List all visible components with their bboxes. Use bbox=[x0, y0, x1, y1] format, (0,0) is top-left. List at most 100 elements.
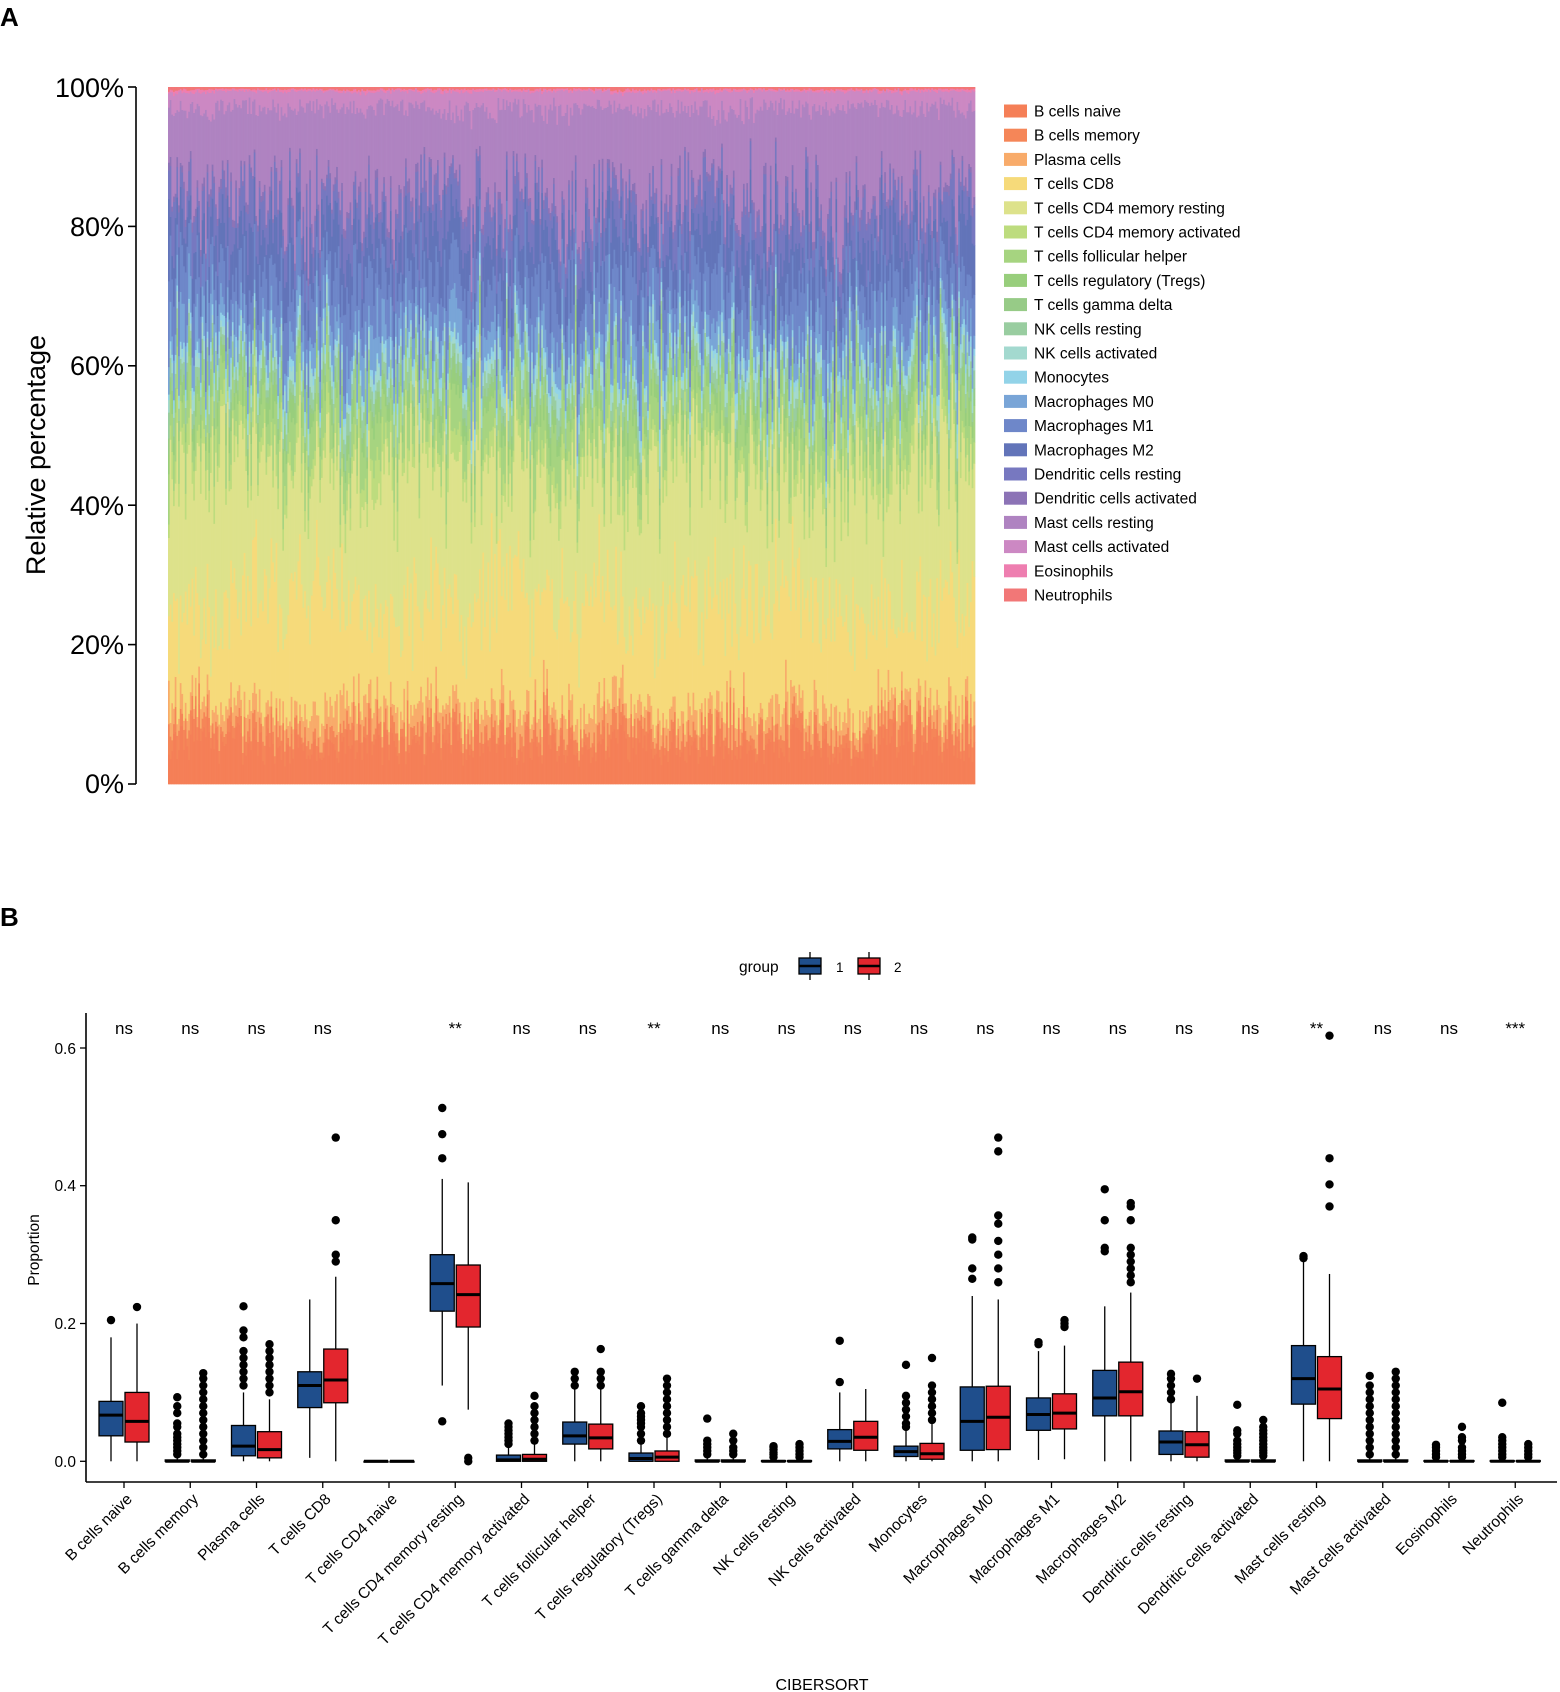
stacked-bar-segment bbox=[393, 456, 396, 470]
stacked-bar-segment bbox=[448, 346, 451, 368]
stacked-bar-segment bbox=[226, 597, 229, 710]
stacked-bar-segment bbox=[336, 397, 339, 457]
stacked-bar-segment bbox=[431, 393, 434, 402]
stacked-bar-segment bbox=[383, 695, 386, 723]
stacked-bar-segment bbox=[366, 446, 369, 458]
stacked-bar-segment bbox=[479, 199, 482, 232]
stacked-bar-segment bbox=[526, 370, 529, 380]
stacked-bar-segment bbox=[347, 404, 350, 408]
stacked-bar-segment bbox=[516, 198, 519, 228]
stacked-bar-segment bbox=[285, 87, 288, 90]
stacked-bar-segment bbox=[211, 314, 214, 323]
stacked-bar-segment bbox=[223, 736, 226, 746]
stacked-bar-segment bbox=[485, 296, 488, 340]
stacked-bar-segment bbox=[526, 332, 529, 353]
stacked-bar-segment bbox=[442, 716, 445, 735]
stacked-bar-segment bbox=[500, 349, 503, 376]
stacked-bar-segment bbox=[500, 257, 503, 302]
stacked-bar-segment bbox=[294, 381, 297, 387]
stacked-bar-segment bbox=[465, 216, 468, 227]
stacked-bar-segment bbox=[416, 221, 419, 270]
stacked-bar-segment bbox=[206, 469, 209, 564]
stacked-bar-segment bbox=[484, 211, 487, 247]
stacked-bar-segment bbox=[342, 453, 345, 458]
stacked-bar-segment bbox=[438, 733, 441, 785]
stacked-bar-segment bbox=[563, 754, 566, 785]
stacked-bar-segment bbox=[482, 459, 485, 472]
stacked-bar-segment bbox=[329, 384, 332, 405]
stacked-bar-segment bbox=[473, 91, 477, 108]
stacked-bar-segment bbox=[193, 252, 196, 304]
stacked-bar-segment bbox=[326, 738, 329, 785]
stacked-bar-segment bbox=[327, 89, 330, 91]
stacked-bar-segment bbox=[245, 304, 248, 335]
stacked-bar-segment bbox=[215, 588, 218, 706]
stacked-bar-segment bbox=[196, 376, 199, 387]
stacked-bar-segment bbox=[339, 209, 342, 215]
stacked-bar-segment bbox=[344, 92, 347, 114]
stacked-bar-segment bbox=[223, 378, 226, 405]
stacked-bar-segment bbox=[502, 248, 505, 252]
stacked-bar-segment bbox=[368, 90, 371, 92]
stacked-bar-segment bbox=[171, 702, 174, 741]
stacked-bar-segment bbox=[332, 104, 335, 185]
stacked-bar-segment bbox=[547, 90, 550, 110]
stacked-bar-segment bbox=[317, 409, 320, 427]
stacked-bar-segment bbox=[507, 228, 510, 233]
stacked-bar-segment bbox=[354, 377, 357, 425]
stacked-bar-segment bbox=[440, 497, 443, 652]
stacked-bar-segment bbox=[475, 347, 478, 364]
stacked-bar-segment bbox=[499, 735, 502, 785]
stacked-bar-segment bbox=[265, 113, 268, 225]
stacked-bar-segment bbox=[442, 194, 445, 239]
stacked-bar-segment bbox=[225, 733, 228, 745]
stacked-bar-segment bbox=[346, 435, 349, 450]
stacked-bar-segment bbox=[521, 469, 524, 592]
stacked-bar-segment bbox=[460, 362, 463, 373]
stacked-bar-segment bbox=[542, 466, 545, 589]
stacked-bar-segment bbox=[394, 87, 397, 90]
stacked-bar-segment bbox=[522, 745, 525, 763]
stacked-bar-segment bbox=[327, 555, 330, 717]
stacked-bar-segment bbox=[438, 414, 441, 433]
stacked-bar-segment bbox=[203, 91, 206, 114]
stacked-bar-segment bbox=[363, 457, 366, 491]
stacked-bar-segment bbox=[416, 404, 419, 426]
stacked-bar-segment bbox=[347, 723, 350, 747]
stacked-bar-segment bbox=[354, 424, 357, 450]
stacked-bar-segment bbox=[393, 386, 396, 404]
stacked-bar-segment bbox=[168, 87, 171, 92]
stacked-bar-segment bbox=[542, 87, 545, 89]
stacked-bar-segment bbox=[324, 267, 327, 308]
stacked-bar-segment bbox=[423, 764, 426, 785]
stacked-bar-segment bbox=[260, 244, 263, 287]
stacked-bar-segment bbox=[218, 218, 221, 263]
stacked-bar-segment bbox=[495, 543, 498, 633]
stacked-bar-segment bbox=[373, 305, 376, 340]
stacked-bar-segment bbox=[341, 87, 344, 91]
stacked-bar-segment bbox=[452, 367, 455, 384]
stacked-bar-segment bbox=[470, 729, 473, 749]
stacked-bar-segment bbox=[342, 439, 345, 454]
stacked-bar-segment bbox=[531, 439, 534, 456]
stacked-bar-segment bbox=[359, 385, 362, 408]
stacked-bar-segment bbox=[168, 366, 171, 395]
stacked-bar-segment bbox=[341, 190, 344, 235]
stacked-bar-segment bbox=[500, 91, 503, 110]
stacked-bar-segment bbox=[420, 102, 423, 155]
stacked-bar-segment bbox=[304, 442, 307, 450]
stacked-bar-segment bbox=[228, 698, 231, 716]
stacked-bar-segment bbox=[189, 323, 192, 331]
stacked-bar-segment bbox=[241, 317, 244, 342]
stacked-bar-segment bbox=[258, 717, 261, 734]
stacked-bar-segment bbox=[240, 210, 243, 249]
stacked-bar-segment bbox=[437, 112, 440, 160]
stacked-bar-segment bbox=[174, 461, 177, 484]
stacked-bar-segment bbox=[287, 415, 290, 433]
stacked-bar-segment bbox=[243, 100, 246, 162]
stacked-bar-segment bbox=[411, 370, 414, 385]
stacked-bar-segment bbox=[497, 374, 500, 381]
stacked-bar-segment bbox=[189, 734, 192, 785]
stacked-bar-segment bbox=[198, 683, 201, 705]
stacked-bar-segment bbox=[230, 560, 233, 683]
